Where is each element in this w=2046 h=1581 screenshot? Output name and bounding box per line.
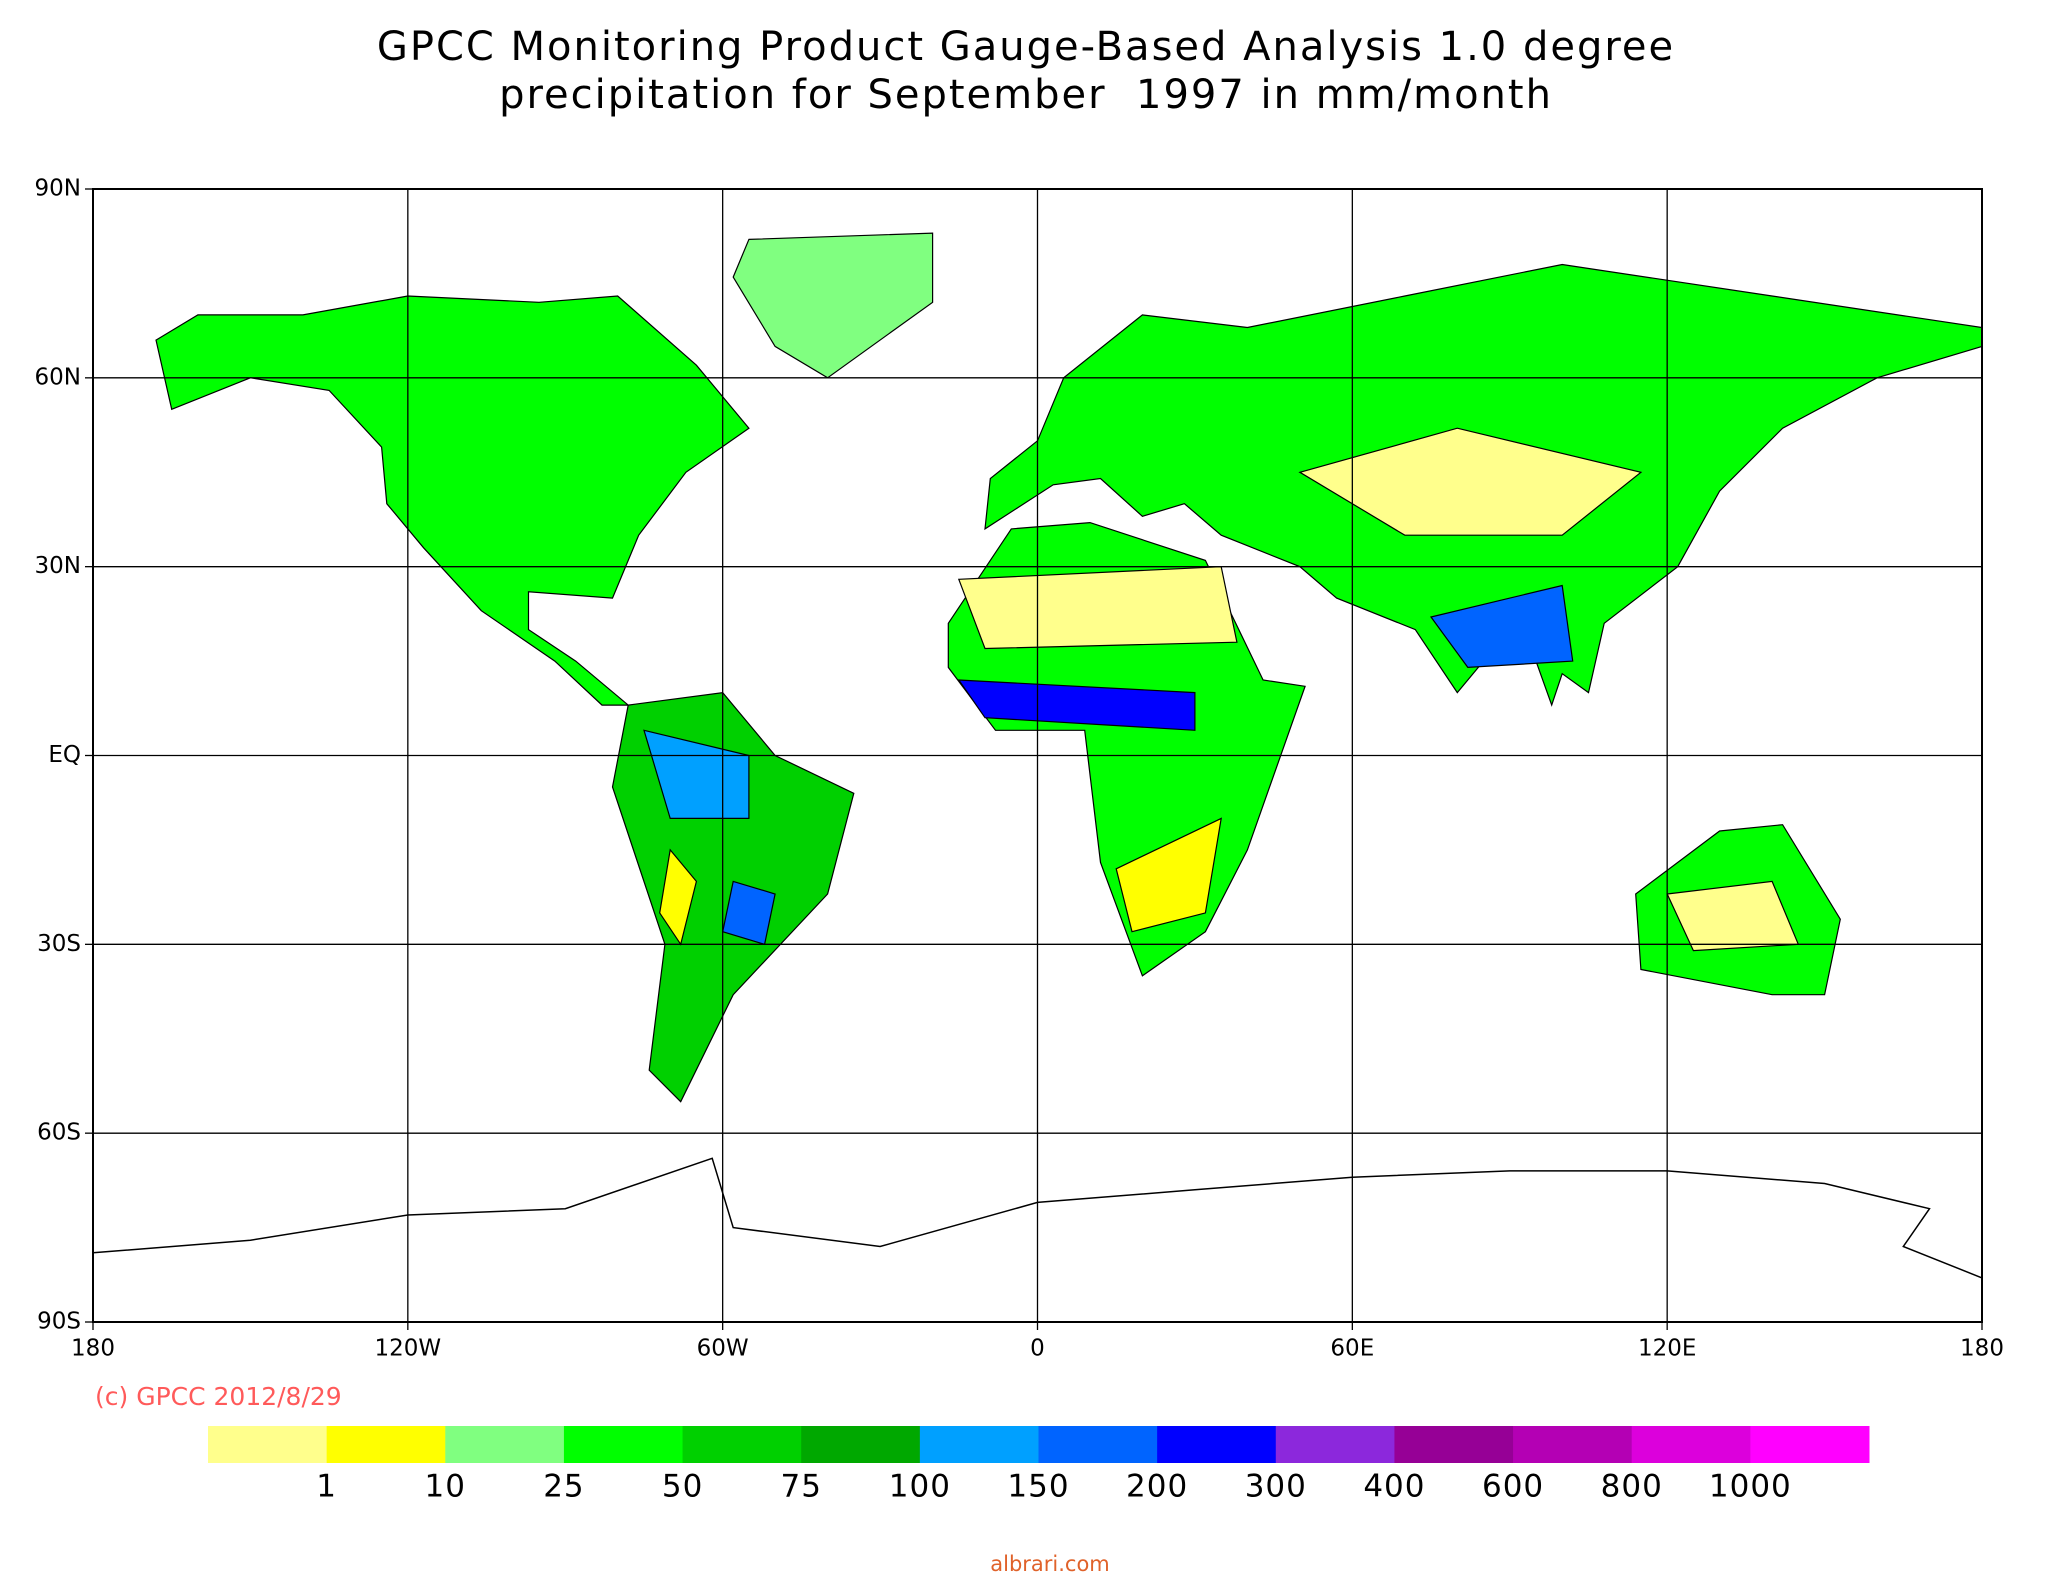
land-region [1115,817,1222,933]
y-tick-label: 30N [35,553,81,579]
colorbar-swatch [682,1426,802,1463]
colorbar-label: 800 [1601,1469,1663,1505]
colorbar-label: 100 [889,1469,951,1505]
colorbar-swatch [1394,1426,1514,1463]
colorbar-swatch [326,1426,446,1463]
colorbar-label: 200 [1126,1469,1188,1505]
colorbar-label: 50 [662,1469,703,1505]
colorbar-swatch [1631,1426,1751,1463]
colorbar-label: 300 [1245,1469,1307,1505]
map-frame [92,188,1983,1323]
y-tick-label: 30S [37,931,81,957]
colorbar-label: 600 [1482,1469,1544,1505]
colorbar-label: 150 [1007,1469,1069,1505]
land-region [1298,427,1643,536]
colorbar-label: 1000 [1709,1469,1792,1505]
x-tick-label: 180 [71,1336,115,1362]
colorbar-swatch [801,1426,921,1463]
colorbar-swatch [1038,1426,1158,1463]
colorbar-swatch [1513,1426,1633,1463]
watermark: albrari.com [990,1552,1110,1576]
land-layer [155,232,1983,1103]
colorbar-swatch [208,1426,328,1463]
antarctica-coast [92,1157,1983,1279]
colorbar-label: 25 [543,1469,584,1505]
colorbar-swatch [1275,1426,1395,1463]
colorbar-swatch [445,1426,565,1463]
colorbar-label: 75 [780,1469,821,1505]
y-tick-label: 90S [37,1309,81,1335]
land-region [732,232,934,379]
colorbar-swatch [1157,1426,1277,1463]
y-tick-label: EQ [48,742,81,768]
y-tick-label: 60N [35,364,81,390]
x-tick-label: 0 [1030,1336,1045,1362]
x-tick-label: 120E [1638,1336,1696,1362]
colorbar-label: 1 [316,1469,337,1505]
land-region [155,295,750,706]
colorbar-swatch [1750,1426,1870,1463]
land-region [957,566,1238,650]
land-region [1429,584,1574,669]
x-tick-label: 120W [375,1336,442,1362]
title-line: precipitation for September 1997 in mm/m… [499,72,1553,118]
x-tick-label: 180 [1960,1336,2004,1362]
colorbar-swatch [563,1426,684,1463]
title-line: GPCC Monitoring Product Gauge-Based Anal… [377,24,1675,70]
colorbar-label: 400 [1363,1469,1425,1505]
y-tick-label: 90N [35,176,81,202]
colorbar-swatch [919,1426,1039,1463]
colorbar-label: 10 [425,1469,466,1505]
x-tick-label: 60E [1330,1336,1374,1362]
x-tick-label: 60W [697,1336,749,1362]
credit: (c) GPCC 2012/8/29 [95,1382,342,1411]
land-region [957,679,1196,731]
y-tick-label: 60S [37,1120,81,1146]
